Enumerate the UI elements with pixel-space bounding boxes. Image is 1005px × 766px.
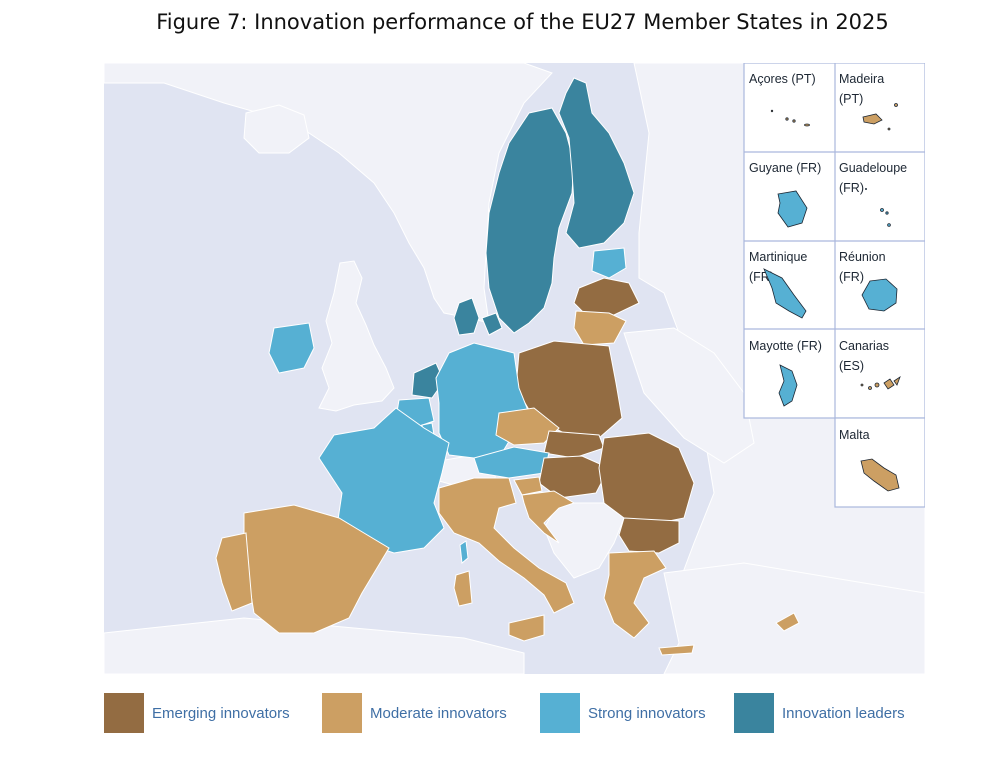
figure-title: Figure 7: Innovation performance of the … (156, 10, 889, 34)
legend-label-moderate: Moderate innovators (370, 704, 507, 722)
legend-item-emerging: Emerging innovators (104, 693, 290, 733)
legend-item-strong: Strong innovators (540, 693, 706, 733)
country-czechia (495, 407, 560, 446)
inset-label-reunion-1: Réunion (839, 250, 886, 264)
legend-swatch-strong (540, 693, 580, 733)
legend-item-leaders: Innovation leaders (734, 693, 905, 733)
country-lithuania (573, 310, 627, 346)
inset-label-malta: Malta (839, 428, 870, 442)
inset-shape-guadeloupe (865, 188, 891, 227)
map-svg: Açores (PT) Madeira (PT) Guyane (FR) Gua… (103, 62, 926, 675)
inset-shape-madeira (862, 103, 898, 131)
legend-item-moderate: Moderate innovators (322, 693, 507, 733)
great-britain (318, 260, 395, 412)
country-cyprus (775, 612, 800, 632)
country-slovakia (543, 430, 605, 459)
belarus-ukraine (623, 327, 755, 464)
legend-label-strong: Strong innovators (588, 704, 706, 722)
inset-shape-acores (770, 109, 810, 127)
country-sweden (485, 107, 575, 334)
country-latvia (573, 277, 640, 316)
map-panel: Açores (PT) Madeira (PT) Guyane (FR) Gua… (103, 62, 926, 675)
country-corsica (459, 540, 469, 564)
inset-shape-martinique (763, 268, 807, 319)
iceland (243, 104, 310, 154)
inset-label-guyane: Guyane (FR) (749, 161, 821, 175)
inset-label-canarias-2: (ES) (839, 359, 864, 373)
inset-shape-malta (860, 458, 900, 492)
inset-label-reunion-2: (FR) (839, 270, 864, 284)
legend-label-emerging: Emerging innovators (152, 704, 290, 722)
country-portugal (215, 532, 253, 612)
country-ireland (268, 322, 315, 374)
legend-swatch-emerging (104, 693, 144, 733)
country-sicily (508, 614, 545, 642)
legend-swatch-leaders (734, 693, 774, 733)
country-crete (658, 644, 695, 656)
inset-label-guadeloupe-1: Guadeloupe (839, 161, 907, 175)
country-estonia (591, 247, 627, 279)
country-slovenia (513, 476, 543, 496)
legend-swatch-moderate (322, 693, 362, 733)
country-italy (438, 477, 575, 614)
legend-label-leaders: Innovation leaders (782, 704, 905, 722)
inset-label-acores: Açores (PT) (749, 72, 816, 86)
country-bulgaria (618, 517, 680, 554)
legend: Emerging innovators Moderate innovators … (104, 693, 925, 733)
country-greece (603, 550, 667, 639)
country-sardinia (453, 570, 473, 607)
inset-label-canarias-1: Canarias (839, 339, 889, 353)
inset-shape-mayotte (778, 364, 798, 407)
country-denmark (453, 297, 503, 336)
inset-malta-box (834, 417, 926, 508)
inset-shape-guyane (777, 190, 808, 228)
inset-shape-canarias (860, 375, 901, 390)
inset-label-guadeloupe-2: (FR) (839, 181, 864, 195)
inset-label-martinique-1: Martinique (749, 250, 807, 264)
inset-shape-reunion (861, 278, 898, 312)
inset-label-madeira-2: (PT) (839, 92, 863, 106)
country-croatia (521, 490, 576, 544)
country-finland (558, 77, 635, 249)
country-france (318, 407, 450, 554)
inset-label-mayotte: Mayotte (FR) (749, 339, 822, 353)
inset-label-madeira-1: Madeira (839, 72, 884, 86)
